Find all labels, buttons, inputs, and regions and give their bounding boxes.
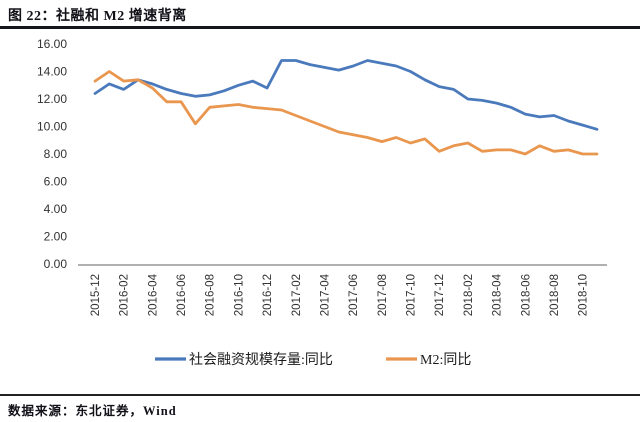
m2-line bbox=[93, 70, 599, 156]
x-tick-label: 2016-10 bbox=[233, 274, 245, 316]
figure-source: 数据来源：东北证券，Wind bbox=[8, 404, 177, 418]
figure-title: 图 22：社融和 M2 增速背离 bbox=[8, 9, 187, 24]
x-tick-label: 2016-06 bbox=[176, 274, 188, 316]
x-tick-label: 2017-02 bbox=[291, 274, 303, 316]
source-rule bbox=[0, 394, 640, 396]
legend: 社会融资规模存量:同比 M2:同比 bbox=[155, 352, 471, 368]
x-axis-labels: 2015-12 2016-02 2016-04 2016-06 2016-08 2016-… bbox=[90, 273, 590, 316]
y-tick-label: 14.00 bbox=[37, 65, 67, 79]
x-tick-label: 2016-08 bbox=[205, 274, 217, 316]
x-tick-label: 2018-04 bbox=[492, 273, 504, 316]
y-tick-label: 6.00 bbox=[44, 175, 68, 189]
x-tick-label: 2018-06 bbox=[520, 274, 532, 316]
x-tick-label: 2018-02 bbox=[463, 274, 475, 316]
x-tick-label: 2017-10 bbox=[406, 274, 418, 316]
x-tick-label: 2016-04 bbox=[147, 273, 159, 316]
y-tick-label: 4.00 bbox=[44, 202, 68, 216]
legend-label-sofi: 社会融资规模存量:同比 bbox=[189, 352, 333, 368]
y-tick-label: 0.00 bbox=[44, 257, 68, 271]
y-axis-labels: 16.00 14.00 12.00 10.00 8.00 6.00 4.00 2.00 0.00 bbox=[37, 37, 67, 271]
x-tick-label: 2017-08 bbox=[377, 274, 389, 316]
y-tick-label: 10.00 bbox=[37, 120, 67, 134]
sofi-line bbox=[93, 59, 599, 131]
x-tick-label: 2017-12 bbox=[434, 274, 446, 316]
y-tick-label: 16.00 bbox=[37, 37, 67, 51]
title-rule bbox=[0, 26, 640, 29]
chart-canvas: 16.00 14.00 12.00 10.00 8.00 6.00 4.00 2.00 0.00… bbox=[37, 37, 607, 368]
y-tick-label: 12.00 bbox=[37, 92, 67, 106]
x-tick-label: 2017-04 bbox=[319, 273, 331, 316]
x-tick-label: 2016-02 bbox=[119, 274, 131, 316]
x-tick-label: 2018-08 bbox=[549, 274, 561, 316]
legend-label-m2: M2:同比 bbox=[420, 352, 471, 368]
x-tick-label: 2018-10 bbox=[578, 274, 590, 316]
x-tick-label: 2015-12 bbox=[90, 274, 102, 316]
x-tick-label: 2016-12 bbox=[262, 274, 274, 316]
y-tick-label: 8.00 bbox=[44, 147, 68, 161]
y-tick-label: 2.00 bbox=[44, 230, 68, 244]
x-tick-label: 2017-06 bbox=[348, 274, 360, 316]
